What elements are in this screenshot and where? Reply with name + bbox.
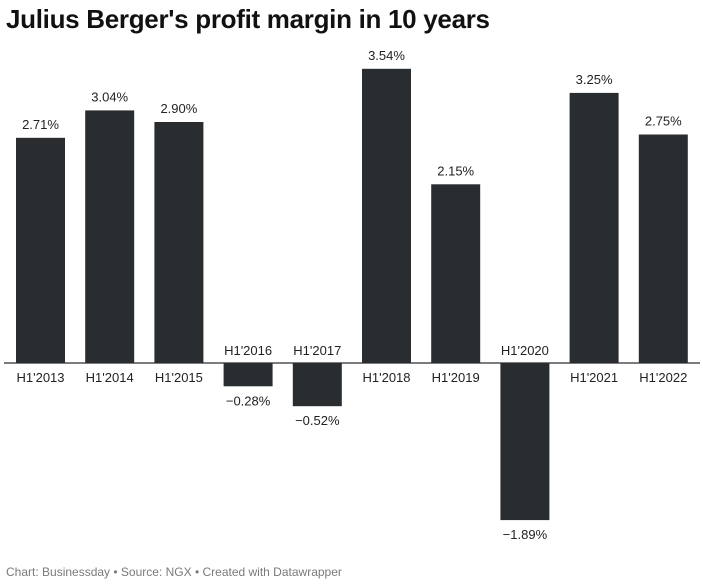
value-label: 2.75% [645, 114, 682, 129]
category-label: H1'2015 [155, 370, 203, 385]
value-label: 3.25% [576, 72, 613, 87]
category-label: H1'2021 [570, 370, 618, 385]
value-label: 2.90% [160, 101, 197, 116]
value-label: 3.54% [368, 48, 405, 63]
bar-H1'2019 [431, 184, 481, 363]
bar-H1'2013 [16, 137, 65, 363]
value-label: −0.28% [226, 393, 271, 408]
category-label: H1'2020 [501, 343, 549, 358]
category-label: H1'2016 [224, 343, 272, 358]
chart-title: Julius Berger's profit margin in 10 year… [6, 4, 490, 34]
bar-H1'2017 [292, 363, 342, 407]
category-label: H1'2022 [639, 370, 687, 385]
value-label: −1.89% [503, 527, 548, 542]
bar-H1'2015 [154, 122, 204, 363]
bar-H1'2014 [85, 110, 135, 364]
value-label: 2.15% [437, 163, 474, 178]
value-label: −0.52% [295, 413, 340, 428]
bar-chart: 2.71% H1'2013 3.04% H1'2014 2.90% H1'2015 −0.2… [4, 48, 700, 542]
value-label: 2.71% [22, 117, 59, 132]
bar-H1'2016 [223, 363, 273, 387]
category-label: H1'2017 [293, 343, 341, 358]
labels-group: 2.71% H1'2013 3.04% H1'2014 2.90% H1'2015 −0.2… [16, 48, 687, 542]
bar-H1'2018 [362, 68, 411, 364]
bars-group [16, 68, 688, 521]
bar-H1'2022 [638, 134, 688, 363]
chart-footer: Chart: Businessday • Source: NGX • Creat… [6, 565, 342, 579]
bar-H1'2020 [500, 363, 550, 521]
category-label: H1'2014 [86, 370, 134, 385]
value-label: 3.04% [91, 89, 128, 104]
category-label: H1'2013 [16, 370, 64, 385]
category-label: H1'2019 [432, 370, 480, 385]
bar-H1'2021 [569, 92, 619, 364]
category-label: H1'2018 [362, 370, 410, 385]
